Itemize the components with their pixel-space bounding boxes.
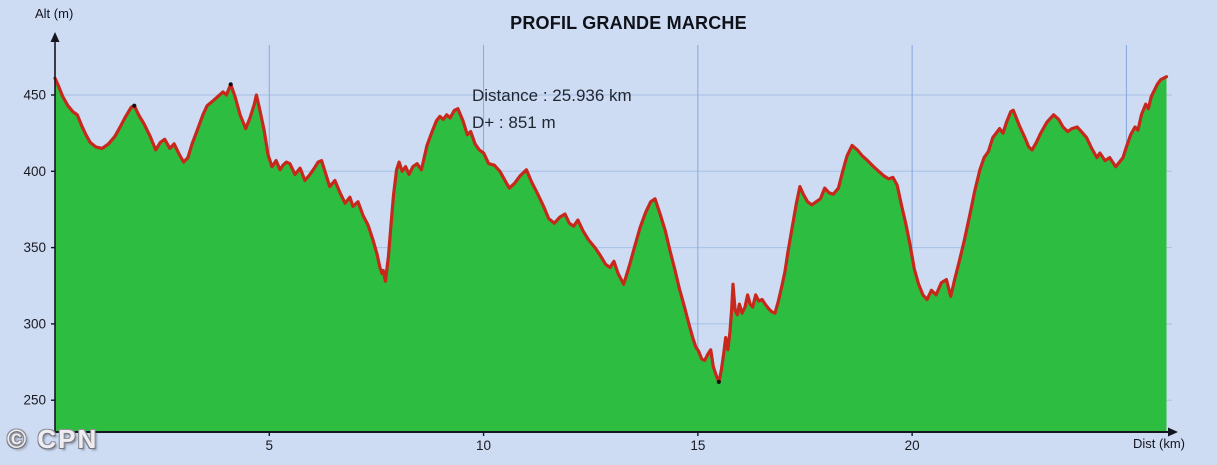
x-axis-label: Dist (km) — [1133, 436, 1185, 451]
y-tick-label: 450 — [23, 88, 46, 103]
y-tick-label: 350 — [23, 240, 46, 255]
x-axis-arrow — [1168, 427, 1178, 437]
y-tick-label: 300 — [23, 316, 46, 331]
elevation-gain-annotation: D+ : 851 m — [472, 113, 556, 132]
elevation-line — [53, 75, 1169, 384]
x-tick-label: 15 — [690, 438, 705, 453]
elevation-area-fill — [55, 76, 1167, 432]
y-tick-label: 250 — [23, 393, 46, 408]
x-tick-label: 20 — [905, 438, 920, 453]
watermark-cpn: © CPN — [7, 424, 99, 454]
y-tick-label: 400 — [23, 164, 46, 179]
extremum-marker — [716, 379, 721, 384]
extremum-marker — [132, 103, 137, 108]
x-tick-label: 10 — [476, 438, 491, 453]
y-axis-label: Alt (m) — [35, 6, 74, 21]
extremum-marker — [228, 82, 233, 87]
x-tick-label: 5 — [266, 438, 274, 453]
distance-annotation: Distance : 25.936 km — [472, 86, 632, 105]
chart-title: PROFIL GRANDE MARCHE — [510, 13, 747, 33]
y-axis-arrow — [50, 32, 60, 42]
